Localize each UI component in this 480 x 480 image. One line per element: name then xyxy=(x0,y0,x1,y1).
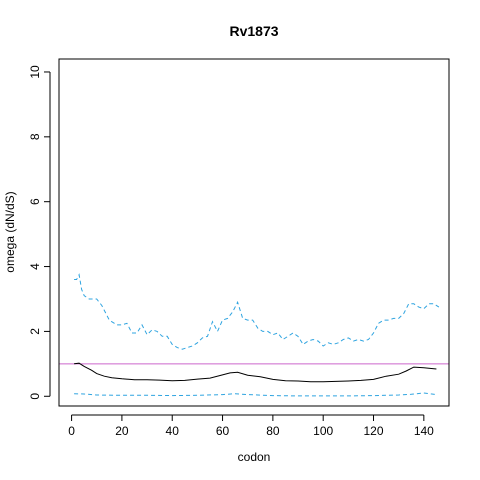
plot-area xyxy=(59,273,449,397)
plot-frame xyxy=(58,58,450,407)
series-line-upper xyxy=(74,273,440,350)
x-tick-label: 60 xyxy=(216,424,230,438)
axes: 0 20 40 60 80 100 120 140 0 2 4 6 8 10 xyxy=(28,58,450,438)
series-line-mean xyxy=(74,362,437,383)
x-tick-label: 20 xyxy=(115,424,129,438)
x-tick-label: 140 xyxy=(414,424,434,438)
x-tick-label: 0 xyxy=(68,424,75,438)
chart-title: Rv1873 xyxy=(229,23,278,39)
x-tick-label: 100 xyxy=(313,424,333,438)
y-tick-label: 0 xyxy=(28,393,42,400)
x-tick-label: 40 xyxy=(166,424,180,438)
x-tick-label: 120 xyxy=(364,424,384,438)
series-line-lower xyxy=(74,392,437,397)
x-tick-label: 80 xyxy=(266,424,280,438)
y-axis-label: omega (dN/dS) xyxy=(3,191,17,272)
y-tick-label: 4 xyxy=(28,263,42,270)
y-tick-label: 10 xyxy=(28,65,42,79)
y-tick-label: 2 xyxy=(28,328,42,335)
y-tick-label: 6 xyxy=(28,198,42,205)
y-tick-label: 8 xyxy=(28,133,42,140)
x-axis-label: codon xyxy=(238,450,271,464)
